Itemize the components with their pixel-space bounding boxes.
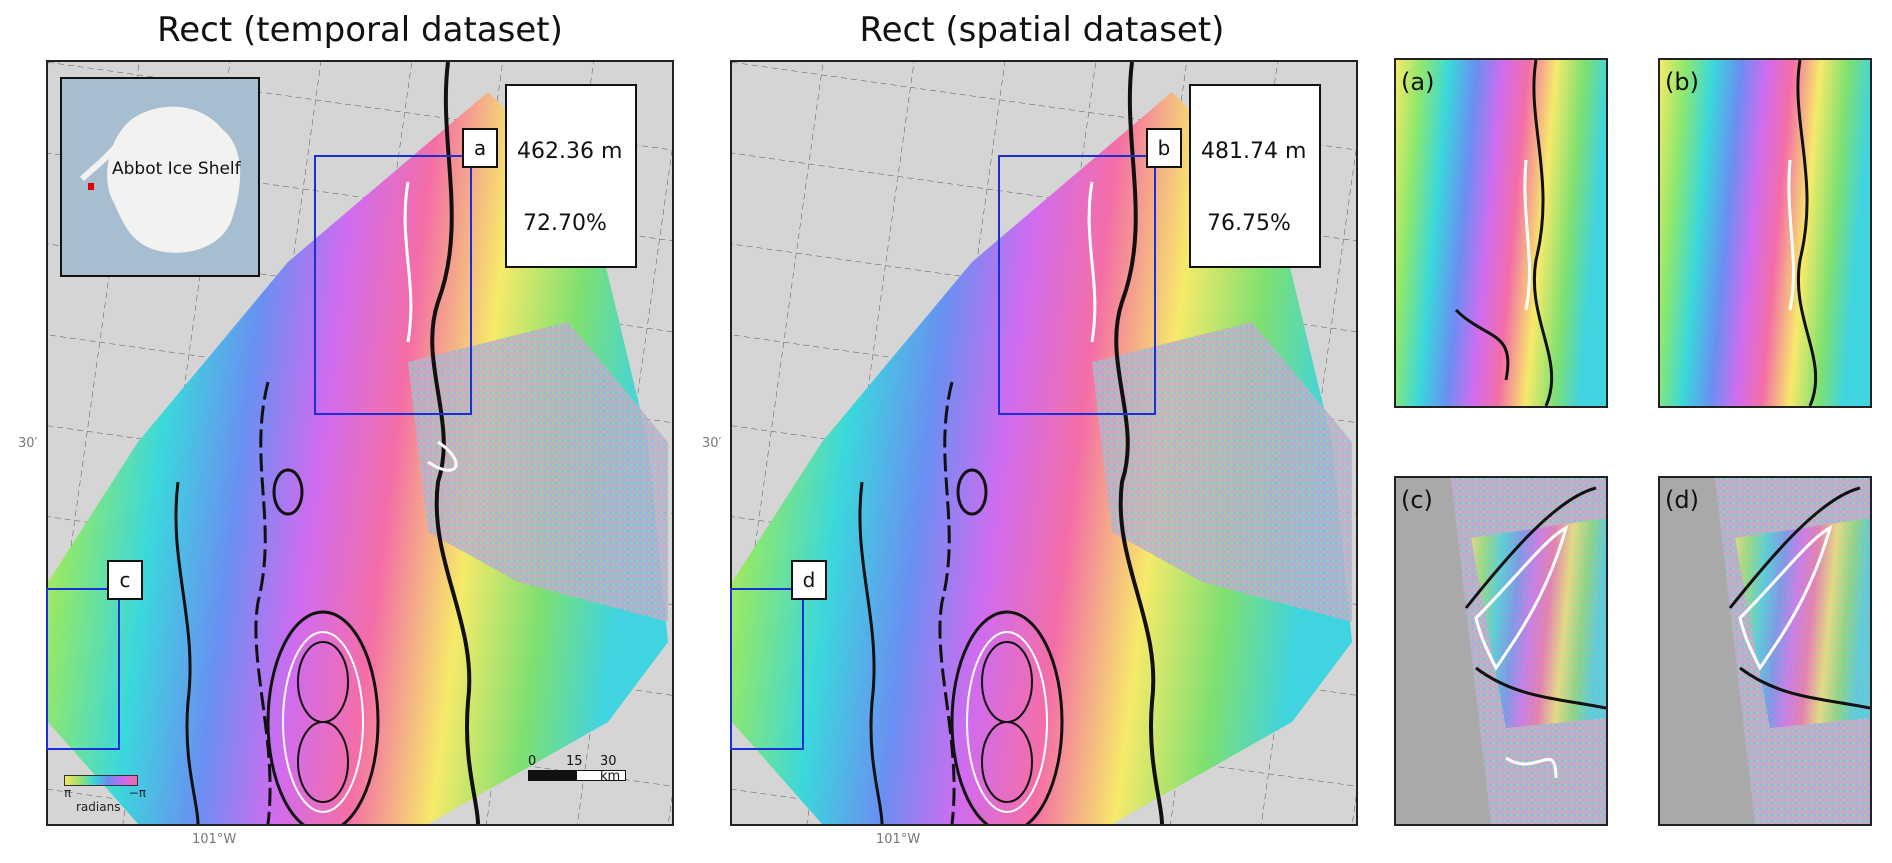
scalebar: 0 15 30 km	[528, 754, 638, 784]
subpanel-a-label: (a)	[1401, 68, 1435, 96]
colorbar-unit-label: radians	[76, 800, 121, 814]
colorbar: π −π radians	[64, 775, 146, 814]
antarctica-inset: Abbot Ice Shelf	[60, 77, 260, 277]
zoom-rect-b	[998, 155, 1156, 415]
subpanel-a-svg	[1396, 60, 1606, 406]
tag-box-c: c	[107, 560, 143, 600]
metric-box-temporal: 462.36 m 72.70%	[505, 84, 637, 268]
subpanel-c: (c)	[1394, 476, 1608, 826]
zoom-rect-d	[730, 588, 804, 750]
subpanel-d: (d)	[1658, 476, 1872, 826]
metric-distance-spatial: 481.74 m	[1201, 139, 1307, 164]
lat-tick-left: 30′	[18, 436, 38, 451]
lat-tick-right: 30′	[702, 436, 722, 451]
subpanel-d-label: (d)	[1665, 486, 1699, 514]
tag-box-b: b	[1146, 128, 1182, 168]
metric-box-spatial: 481.74 m 76.75%	[1189, 84, 1321, 268]
scalebar-label-0: 0	[528, 754, 537, 769]
scalebar-label-30: 30 km	[600, 754, 621, 784]
metric-distance-temporal: 462.36 m	[517, 139, 623, 164]
scalebar-label-15: 15	[566, 754, 583, 769]
tag-box-a: a	[462, 128, 498, 168]
colorbar-left-label: π	[64, 786, 72, 800]
colorbar-gradient	[64, 775, 138, 786]
subpanel-c-svg	[1451, 478, 1606, 824]
lon-tick-left: 101°W	[192, 832, 237, 847]
scalebar-bar	[528, 770, 626, 781]
metric-percent-temporal: 72.70%	[523, 211, 607, 236]
tag-box-d: d	[791, 560, 827, 600]
colorbar-right-label: −π	[128, 786, 146, 800]
subpanel-a: (a)	[1394, 58, 1608, 408]
zoom-rect-c	[46, 588, 120, 750]
subpanel-b: (b)	[1658, 58, 1872, 408]
zoom-rect-a	[314, 155, 472, 415]
subpanel-c-label: (c)	[1401, 486, 1433, 514]
scalebar-labels: 0 15 30 km	[528, 754, 638, 784]
abbot-location-marker	[88, 183, 94, 190]
panel-title-spatial: Rect (spatial dataset)	[859, 10, 1225, 50]
lon-tick-right: 101°W	[876, 832, 921, 847]
subpanel-d-svg	[1715, 478, 1870, 824]
metric-percent-spatial: 76.75%	[1207, 211, 1291, 236]
subpanel-b-label: (b)	[1665, 68, 1699, 96]
inset-label-abbot: Abbot Ice Shelf	[112, 159, 241, 179]
subpanel-b-svg	[1660, 60, 1870, 406]
panel-title-temporal: Rect (temporal dataset)	[157, 10, 563, 50]
antarctica-inset-svg	[79, 106, 241, 253]
